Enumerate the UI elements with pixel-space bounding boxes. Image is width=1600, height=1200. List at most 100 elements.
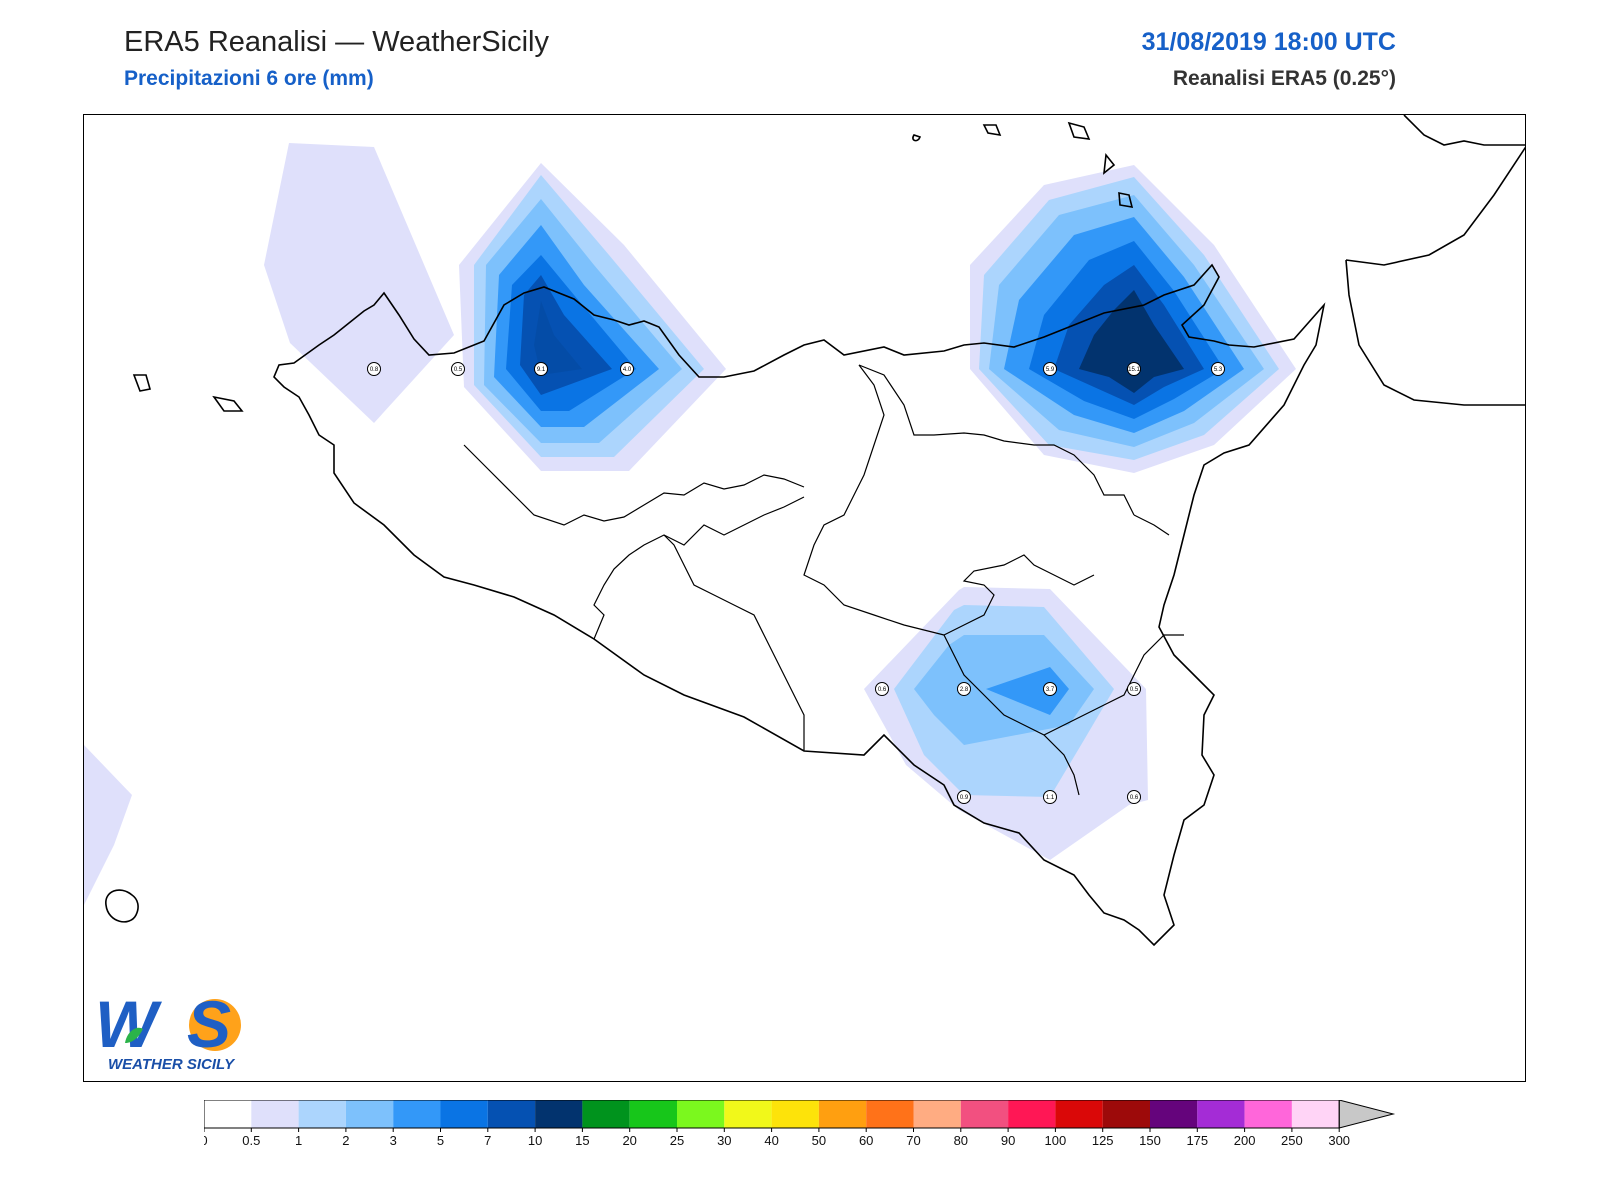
- legend-swatch: [1197, 1100, 1245, 1128]
- grid-point-p11: 0.5: [1127, 682, 1141, 696]
- legend-tick-label: 25: [670, 1133, 684, 1148]
- precip-west-light: [264, 143, 454, 423]
- grid-point-p6: 15.1: [1127, 362, 1141, 376]
- legend-swatch: [440, 1100, 488, 1128]
- legend-tick-label: 1: [295, 1133, 302, 1148]
- grid-point-p14: 0.6: [1127, 790, 1141, 804]
- legend-swatch: [629, 1100, 677, 1128]
- legend-extend-arrow: [1338, 1100, 1396, 1129]
- grid-point-p8: 0.6: [875, 682, 889, 696]
- legend-tick-label: 150: [1139, 1133, 1161, 1148]
- grid-point-p10: 3.7: [1043, 682, 1057, 696]
- valid-datetime: 31/08/2019 18:00 UTC: [1141, 28, 1396, 56]
- legend-swatch: [960, 1100, 1009, 1128]
- legend-swatch: [1008, 1100, 1056, 1128]
- grid-point-p7: 5.3: [1211, 362, 1225, 376]
- grid-point-value: 0.8: [370, 367, 379, 373]
- legend-swatch: [677, 1100, 725, 1128]
- grid-point-circle: [534, 362, 548, 376]
- precip-palermo-cell: [459, 163, 726, 471]
- grid-point-circle: [1127, 362, 1141, 376]
- legend-tick-label: 5: [437, 1133, 444, 1148]
- legend-swatch: [487, 1100, 536, 1128]
- legend-tick-label: 250: [1281, 1133, 1303, 1148]
- map-panel: 0.8 0.5 9.1 4.0 5.9 15.1 5.3 0.6 2.8 3.7 0.5 0.9 1.1…: [83, 114, 1526, 1082]
- legend-tick-label: 200: [1234, 1133, 1256, 1148]
- legend-tick-label: 90: [1001, 1133, 1015, 1148]
- grid-point-value: 15.1: [1128, 367, 1140, 373]
- legend-tick-label: 20: [622, 1133, 636, 1148]
- grid-point-value: 0.6: [878, 687, 887, 693]
- legend-swatch: [251, 1100, 299, 1128]
- grid-point-circle: [875, 682, 889, 696]
- color-scale-legend: 0 0.5 1 2 3 5 7 10 15 20 25 30 40 50 60 70 80 90 100 125 150…: [204, 1100, 1404, 1160]
- grid-point-circle: [1043, 362, 1057, 376]
- grid-point-p9: 2.8: [957, 682, 971, 696]
- logo-text: WEATHER SICILY: [108, 1056, 235, 1073]
- legend-swatch: [771, 1100, 819, 1128]
- legend-swatch: [1102, 1100, 1150, 1128]
- grid-point-value: 3.7: [1046, 687, 1055, 693]
- sicily-coastline: [105, 115, 1525, 947]
- grid-point-p5: 5.9: [1043, 362, 1057, 376]
- grid-point-value: 1.1: [1046, 795, 1055, 801]
- legend-tick-label: 0: [204, 1133, 208, 1148]
- precip-south-cell: [864, 587, 1148, 860]
- legend-tick-label: 10: [528, 1133, 542, 1148]
- map-canvas: 0.8 0.5 9.1 4.0 5.9 15.1 5.3 0.6 2.8 3.7 0.5 0.9 1.1…: [84, 115, 1525, 947]
- legend-tick-label: 175: [1186, 1133, 1208, 1148]
- grid-point-value: 0.9: [960, 795, 969, 801]
- legend-tick-label: 7: [484, 1133, 491, 1148]
- legend-tick-label: 300: [1328, 1133, 1350, 1148]
- grid-point-value: 4.0: [623, 367, 632, 373]
- grid-point-circle: [1127, 790, 1141, 804]
- grid-point-value: 9.1: [537, 367, 546, 373]
- legend-tick-label: 2: [342, 1133, 349, 1148]
- legend-tick-label: 80: [954, 1133, 968, 1148]
- grid-point-value: 0.5: [454, 367, 463, 373]
- map-subtitle: Precipitazioni 6 ore (mm): [124, 67, 374, 90]
- legend-swatch: [535, 1100, 583, 1128]
- grid-point-p2: 0.5: [451, 362, 465, 376]
- grid-point-p12: 0.9: [957, 790, 971, 804]
- precip-bottom-left: [84, 745, 132, 905]
- province-borders: [463, 364, 1184, 796]
- grid-point-value: 0.6: [1130, 795, 1139, 801]
- svg-text:S: S: [187, 987, 231, 1061]
- legend-tick-label: 15: [575, 1133, 589, 1148]
- legend-tick-label: 70: [906, 1133, 920, 1148]
- legend-swatch: [913, 1100, 961, 1128]
- grid-point-circle: [957, 682, 971, 696]
- grid-point-p1: 0.8: [367, 362, 381, 376]
- grid-point-circle: [1043, 682, 1057, 696]
- grid-point-circle: [1043, 790, 1057, 804]
- precip-messina-cell: [970, 165, 1296, 473]
- grid-point-circle: [1211, 362, 1225, 376]
- legend-swatch: [298, 1100, 346, 1128]
- grid-point-circle: [451, 362, 465, 376]
- legend-tick-label: 3: [390, 1133, 397, 1148]
- legend-swatch: [1244, 1100, 1292, 1128]
- grid-point-value: 5.9: [1046, 367, 1055, 373]
- legend-swatch: [393, 1100, 441, 1128]
- legend-tick-label: 0.5: [242, 1133, 260, 1148]
- legend-swatch: [582, 1100, 630, 1128]
- legend-svg: 0 0.5 1 2 3 5 7 10 15 20 25 30 40 50 60 70 80 90 100 125 150…: [204, 1100, 1396, 1148]
- svg-text:W: W: [95, 987, 162, 1061]
- legend-swatch: [818, 1100, 867, 1128]
- grid-point-markers: 0.8 0.5 9.1 4.0 5.9 15.1 5.3 0.6 2.8 3.7 0.5 0.9 1.1…: [367, 362, 1225, 804]
- grid-point-value: 2.8: [960, 687, 969, 693]
- legend-swatch: [724, 1100, 772, 1128]
- legend-tick-label: 125: [1092, 1133, 1114, 1148]
- legend-swatch: [866, 1100, 914, 1128]
- grid-point-p3: 9.1: [534, 362, 548, 376]
- legend-tick-label: 50: [812, 1133, 826, 1148]
- grid-point-p13: 1.1: [1043, 790, 1057, 804]
- weathersicily-logo: W S: [95, 987, 241, 1061]
- legend-swatch: [204, 1100, 252, 1128]
- grid-point-circle: [957, 790, 971, 804]
- legend-swatch: [1055, 1100, 1103, 1128]
- legend-swatch: [1150, 1100, 1198, 1128]
- legend-tick-label: 30: [717, 1133, 731, 1148]
- grid-point-circle: [367, 362, 381, 376]
